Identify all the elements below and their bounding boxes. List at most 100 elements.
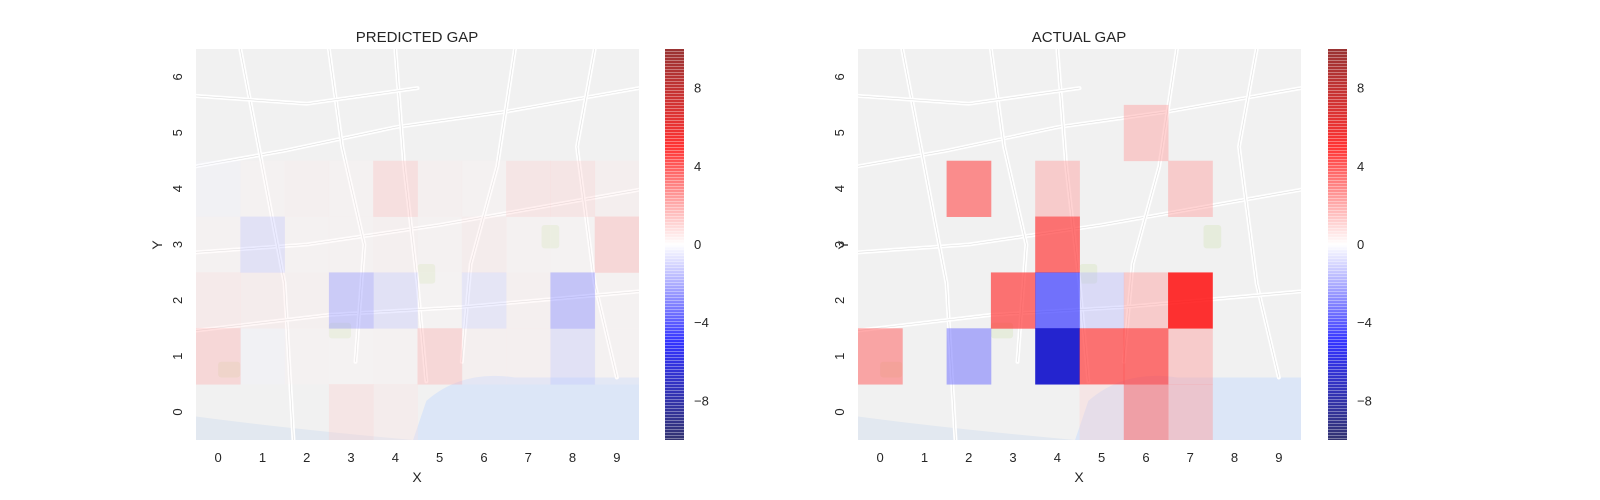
- y-tick-label: 0: [170, 408, 185, 415]
- heatmap-cell: [902, 384, 947, 440]
- heatmap-cell: [373, 160, 418, 217]
- map-road-edge: [1123, 49, 1178, 362]
- heatmap-cell: [1079, 272, 1125, 329]
- y-tick-label: 2: [170, 297, 185, 304]
- heatmap-cell: [947, 105, 992, 161]
- heatmap-cells: [858, 49, 1302, 440]
- heatmap-cell: [417, 160, 463, 217]
- y-tick-label: 1: [170, 353, 185, 360]
- heatmap-cell: [1168, 328, 1213, 385]
- heatmap-cell: [285, 105, 330, 161]
- map-road-edge: [196, 87, 418, 105]
- heatmap-cell: [328, 216, 374, 273]
- heatmap-cell: [1123, 384, 1169, 440]
- heatmap-cell: [1168, 160, 1213, 217]
- heatmap-cell: [240, 49, 285, 105]
- heatmap-cell: [373, 216, 418, 273]
- y-tick-label: 4: [832, 185, 847, 192]
- map-river-bank: [858, 416, 1076, 440]
- heatmap-cell: [284, 160, 330, 217]
- x-tick-label: 1: [921, 450, 928, 465]
- heatmap-cell: [1124, 49, 1169, 105]
- colorbar-tick-label: −4: [694, 315, 709, 330]
- heatmap-cell: [1257, 272, 1302, 328]
- x-tick-label: 2: [965, 450, 972, 465]
- x-tick-label: 6: [480, 450, 487, 465]
- map-river: [413, 375, 639, 440]
- x-tick-label: 4: [1054, 450, 1061, 465]
- colorbar-tick-label: −4: [1357, 315, 1372, 330]
- map-park: [328, 322, 352, 339]
- map-background: [196, 49, 639, 440]
- heatmap-cell: [506, 328, 551, 385]
- heatmap-cell: [946, 160, 992, 217]
- heatmap-cell: [196, 105, 241, 161]
- heatmap-cell: [285, 384, 330, 440]
- heatmap-cell: [991, 217, 1036, 273]
- x-tick-labels: 0 1 2 3 4 5 6 7 8 9: [877, 450, 1283, 465]
- heatmap-cell: [1257, 328, 1302, 384]
- heatmap-cell: [1168, 105, 1213, 161]
- heatmap-cell: [1080, 217, 1125, 273]
- heatmap-cell: [1123, 272, 1169, 329]
- y-tick-label: 5: [832, 129, 847, 136]
- map-road-edge: [858, 87, 1080, 105]
- x-tick-label: 9: [1275, 450, 1282, 465]
- heatmap-cell: [1168, 217, 1213, 273]
- x-tick-label: 5: [1098, 450, 1105, 465]
- y-tick-labels: 0 1 2 3 4 5 6: [170, 73, 185, 415]
- heatmap-cell: [991, 161, 1036, 217]
- colorbar-tick-label: 0: [694, 237, 701, 252]
- x-tick-label: 7: [525, 450, 532, 465]
- heatmap-cell: [858, 272, 903, 328]
- y-tick-label: 2: [832, 297, 847, 304]
- heatmap-cell: [240, 328, 285, 385]
- heatmap-cell: [902, 49, 947, 105]
- map-park: [417, 264, 436, 284]
- heatmap-cell: [196, 272, 241, 329]
- heatmap-cell: [1035, 49, 1080, 105]
- heatmap-cell: [418, 384, 463, 440]
- x-tick-label: 0: [215, 450, 222, 465]
- heatmap-cell: [858, 328, 903, 385]
- heatmap-cell: [196, 160, 241, 217]
- heatmap-cell: [240, 384, 285, 440]
- heatmap-cell: [328, 160, 374, 217]
- x-axis-label: X: [412, 469, 422, 485]
- heatmap-cell: [196, 49, 241, 105]
- heatmap-cell: [550, 49, 595, 105]
- heatmap-cell: [196, 384, 241, 440]
- heatmap-cell: [947, 384, 992, 440]
- heatmap-cell: [1124, 161, 1169, 217]
- colorbar-tick-label: 8: [694, 81, 701, 96]
- map-land: [196, 49, 639, 440]
- map-road-edge: [196, 291, 639, 331]
- y-tick-label: 6: [832, 73, 847, 80]
- x-tick-label: 0: [877, 450, 884, 465]
- heatmap-cell: [461, 216, 507, 273]
- heatmap-cell: [1123, 328, 1169, 385]
- heatmap-cell: [196, 216, 241, 273]
- heatmap-cell: [1257, 217, 1302, 273]
- x-tick-label: 4: [392, 450, 399, 465]
- colorbar-texture: [1328, 49, 1347, 440]
- heatmap-cell: [902, 272, 947, 328]
- heatmap-cell: [594, 272, 639, 329]
- heatmap-cell: [902, 328, 947, 384]
- heatmap-cell: [1123, 104, 1169, 162]
- colorbar-tick-label: 4: [1357, 159, 1364, 174]
- heatmap-cell: [991, 384, 1036, 440]
- heatmap-cell: [594, 160, 639, 217]
- x-tick-label: 3: [1009, 450, 1016, 465]
- heatmap-cell: [418, 49, 463, 105]
- chart-title: ACTUAL GAP: [1032, 29, 1126, 46]
- heatmap-cell: [1257, 161, 1302, 217]
- map-road-edge: [395, 49, 427, 382]
- map-park: [541, 224, 560, 249]
- heatmap-cell: [418, 105, 463, 161]
- heatmap-cell: [506, 49, 551, 105]
- heatmap-cell: [595, 105, 640, 161]
- heatmap-cell: [1035, 384, 1080, 440]
- heatmap-cell: [1080, 161, 1125, 217]
- map-park: [218, 361, 241, 378]
